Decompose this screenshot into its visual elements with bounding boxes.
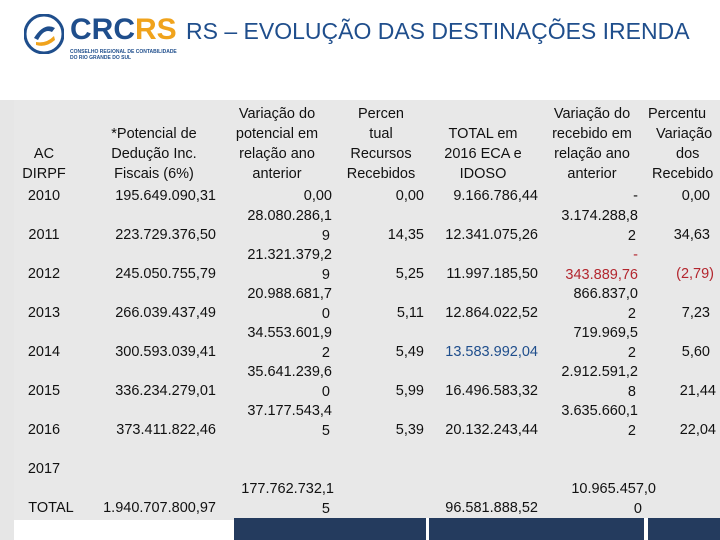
row-2016-ano: 2016: [27, 422, 61, 438]
total-var-potencial: 177.762.732,1 5: [241, 481, 334, 517]
row-2014-percentual: 5,49: [395, 344, 424, 360]
row-2015-var-potencial: 35.641.239,6 0: [247, 364, 332, 400]
row-2015-percentual: 5,99: [395, 383, 424, 399]
row-2011-var-potencial: 28.080.286,1 9: [247, 208, 332, 244]
row-2013-var-potencial: 20.988.681,7 0: [247, 286, 332, 322]
row-2014-var-potencial: 34.553.601,9 2: [247, 325, 332, 361]
header-variacao-potencial: Variação do potencial em relação ano anteri…: [235, 106, 319, 182]
row-2010-total: 9.166.786,44: [453, 188, 538, 204]
row-2013-percentual: 5,11: [396, 305, 424, 321]
row-2010-var-potencial: 0,00: [303, 188, 332, 204]
row-2014-var-recebido: 719.969,5 2: [573, 325, 638, 361]
header-ano: AC DIRPF: [22, 146, 66, 182]
row-2014-total: 13.583.992,04: [445, 344, 538, 360]
page-header: CRCRS CONSELHO REGIONAL DE CONTABILIDADE…: [0, 0, 720, 100]
row-2012-var-recebido: -343.889,76: [565, 247, 638, 283]
row-2015-var-recebido: 2.912.591,2 8: [561, 364, 638, 400]
row-2011-perc-variacao: 34,63: [673, 227, 710, 243]
row-2012-percentual: 5,25: [395, 266, 424, 282]
header-percentual-variacao: Percentu Variação dos Recebido: [648, 106, 714, 182]
header-percentual: Percen tual Recursos Recebidos: [346, 106, 416, 182]
row-2016-var-potencial: 37.177.543,4 5: [247, 403, 332, 439]
row-2012-perc-variacao: (2,79): [676, 266, 714, 282]
row-2016-potencial: 373.411.822,46: [116, 422, 216, 438]
row-2011-percentual: 14,35: [387, 227, 424, 243]
row-2016-percentual: 5,39: [395, 422, 424, 438]
page-title: RS – EVOLUÇÃO DAS DESTINAÇÕES IRENDA: [186, 18, 690, 44]
row-2015-potencial: 336.234.279,01: [115, 383, 216, 399]
row-2014-potencial: 300.593.039,41: [115, 344, 216, 360]
row-2011-var-recebido: 3.174.288,8 2: [561, 208, 638, 244]
footer-divider: [426, 518, 429, 540]
row-2012-ano: 2012: [27, 266, 61, 282]
row-2013-var-recebido: 866.837,0 2: [573, 286, 638, 322]
header-variacao-recebido: Variação do recebido em relação ano anterio…: [552, 106, 632, 182]
row-2015-total: 16.496.583,32: [445, 383, 538, 399]
row-2014-ano: 2014: [27, 344, 61, 360]
row-2013-ano: 2013: [27, 305, 61, 321]
row-2010-perc-variacao: 0,00: [681, 188, 710, 204]
logo-subtitle: CONSELHO REGIONAL DE CONTABILIDADE DO RI…: [70, 49, 177, 61]
row-2010-var-recebido: -: [633, 188, 638, 204]
row-2012-var-potencial: 21.321.379,2 9: [247, 247, 332, 283]
row-2014-perc-variacao: 5,60: [681, 344, 710, 360]
data-table: [14, 100, 720, 520]
row-2015-ano: 2015: [27, 383, 61, 399]
total-potencial: 1.940.707.800,97: [103, 500, 216, 516]
total-total: 96.581.888,52: [445, 500, 538, 516]
footer-bar: [234, 518, 720, 540]
crcrs-logo-icon: [24, 14, 64, 54]
row-2011-total: 12.341.075,26: [445, 227, 538, 243]
row-2013-potencial: 266.039.437,49: [115, 305, 216, 321]
total-label: TOTAL: [28, 500, 74, 516]
row-2016-var-recebido: 3.635.660,1 2: [561, 403, 638, 439]
row-2011-potencial: 223.729.376,50: [115, 227, 216, 243]
row-2012-total: 11.997.185,50: [446, 266, 538, 282]
total-var-recebido: 10.965.457,0 0: [571, 481, 656, 517]
footer-divider: [644, 518, 648, 540]
row-2011-ano: 2011: [28, 227, 60, 243]
row-2010-ano: 2010: [27, 188, 61, 204]
row-2013-total: 12.864.022,52: [445, 305, 538, 321]
left-margin-band: [0, 100, 14, 540]
row-2012-potencial: 245.050.755,79: [115, 266, 216, 282]
row-2015-perc-variacao: 21,44: [679, 383, 716, 399]
header-total: TOTAL em 2016 ECA e IDOSO: [444, 126, 522, 182]
row-2010-percentual: 0,00: [395, 188, 424, 204]
row-2013-perc-variacao: 7,23: [681, 305, 710, 321]
header-potencial: *Potencial de Dedução Inc. Fiscais (6%): [111, 126, 197, 182]
row-2016-perc-variacao: 22,04: [679, 422, 716, 438]
row-2017-ano: 2017: [27, 461, 61, 477]
row-2016-total: 20.132.243,44: [445, 422, 538, 438]
logo-wordmark: CRCRS: [70, 13, 177, 46]
row-2010-potencial: 195.649.090,31: [115, 188, 216, 204]
